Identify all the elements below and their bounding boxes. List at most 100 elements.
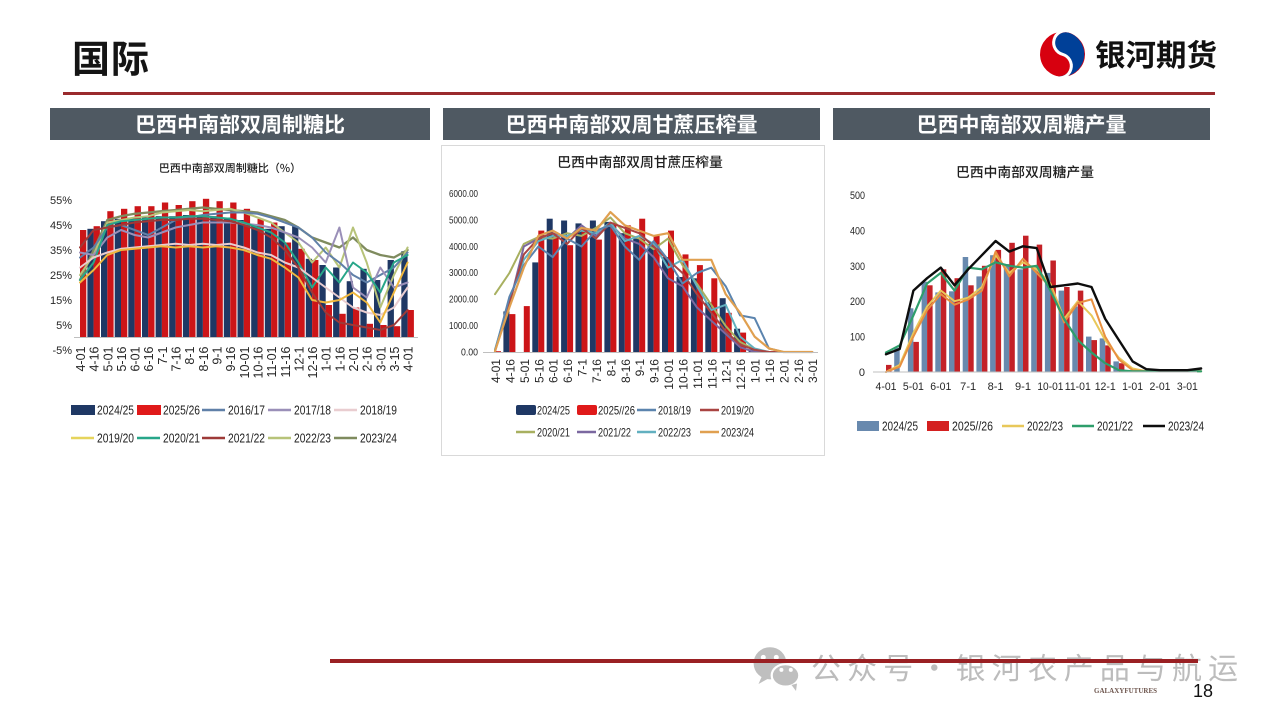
svg-text:2025//26: 2025//26 [952,420,993,434]
svg-text:2019/20: 2019/20 [97,432,134,446]
svg-text:9-16: 9-16 [224,346,238,371]
svg-text:8-16: 8-16 [197,346,211,371]
svg-text:5-01: 5-01 [518,359,532,383]
svg-text:2017/18: 2017/18 [294,404,331,418]
svg-text:1-16: 1-16 [763,359,777,383]
svg-text:2025/26: 2025/26 [163,404,200,418]
svg-text:5-16: 5-16 [532,359,546,383]
svg-text:2000.00: 2000.00 [449,294,478,306]
svg-text:1-01: 1-01 [749,359,763,383]
svg-text:2020/21: 2020/21 [163,432,200,446]
svg-text:10-01: 10-01 [1037,381,1063,393]
svg-text:6-16: 6-16 [561,359,575,383]
svg-text:9-1: 9-1 [211,346,225,364]
svg-text:4-01: 4-01 [876,381,897,393]
svg-text:6-01: 6-01 [930,381,951,393]
svg-text:2022/23: 2022/23 [294,432,331,446]
svg-text:-5%: -5% [52,345,72,357]
svg-text:9-16: 9-16 [648,359,662,383]
svg-text:3-01: 3-01 [1177,381,1198,393]
svg-text:6000.00: 6000.00 [449,188,478,200]
svg-text:5000.00: 5000.00 [449,214,478,226]
svg-text:2021/22: 2021/22 [228,432,265,446]
svg-text:2024/25: 2024/25 [882,420,918,434]
svg-text:2024/25: 2024/25 [537,404,570,418]
svg-text:12-16: 12-16 [734,359,748,390]
svg-text:2-16: 2-16 [792,359,806,383]
svg-text:5-16: 5-16 [115,346,129,371]
svg-text:7-1: 7-1 [960,381,976,393]
svg-text:15%: 15% [50,295,72,307]
svg-text:7-16: 7-16 [590,359,604,383]
svg-text:3000.00: 3000.00 [449,267,478,279]
svg-text:45%: 45% [50,220,72,232]
svg-text:4-16: 4-16 [88,346,102,371]
svg-text:6-16: 6-16 [142,346,156,371]
svg-text:1000.00: 1000.00 [449,320,478,332]
svg-text:12-16: 12-16 [306,346,320,378]
svg-text:5-01: 5-01 [101,346,115,371]
svg-text:2-01: 2-01 [347,346,361,371]
svg-text:12-1: 12-1 [720,359,734,383]
svg-text:7-1: 7-1 [156,346,170,364]
svg-text:9-1: 9-1 [633,359,647,377]
svg-text:6-01: 6-01 [547,359,561,383]
svg-text:2016/17: 2016/17 [228,404,265,418]
svg-text:12-1: 12-1 [292,346,306,371]
svg-text:6-01: 6-01 [129,346,143,371]
svg-text:2018/19: 2018/19 [658,404,691,418]
svg-text:2023/24: 2023/24 [1168,420,1204,434]
svg-text:2021/22: 2021/22 [598,426,631,440]
svg-text:11-01: 11-01 [691,359,705,389]
svg-text:35%: 35% [50,245,72,257]
svg-text:8-16: 8-16 [619,359,633,383]
svg-text:3-15: 3-15 [388,346,402,371]
svg-text:1-01: 1-01 [1122,381,1143,393]
svg-text:8-1: 8-1 [988,381,1004,393]
svg-text:12-1: 12-1 [1095,381,1116,393]
svg-text:2020/21: 2020/21 [537,426,570,440]
svg-text:2023/24: 2023/24 [360,432,397,446]
svg-text:5%: 5% [56,320,72,332]
svg-text:2023/24: 2023/24 [721,426,754,440]
svg-text:10-16: 10-16 [252,346,266,378]
svg-text:9-1: 9-1 [1015,381,1031,393]
svg-text:0: 0 [859,367,865,379]
svg-text:11-16: 11-16 [279,346,293,377]
svg-text:11-01: 11-01 [265,346,279,377]
svg-text:2019/20: 2019/20 [721,404,754,418]
svg-text:4-01: 4-01 [402,346,416,371]
svg-text:4-01: 4-01 [74,346,88,371]
svg-text:55%: 55% [50,195,72,207]
svg-text:25%: 25% [50,270,72,282]
svg-text:8-1: 8-1 [604,359,618,377]
svg-text:5-01: 5-01 [903,381,924,393]
svg-text:8-1: 8-1 [183,346,197,364]
svg-text:7-1: 7-1 [576,359,590,377]
svg-text:2025//26: 2025//26 [598,404,635,418]
svg-text:2024/25: 2024/25 [97,404,134,418]
svg-text:100: 100 [850,332,865,344]
svg-text:10-01: 10-01 [662,359,676,390]
svg-text:3-01: 3-01 [374,346,388,371]
svg-text:7-16: 7-16 [170,346,184,371]
svg-text:3-01: 3-01 [806,359,820,383]
svg-text:2-16: 2-16 [361,346,375,371]
svg-text:2022/23: 2022/23 [1027,420,1063,434]
svg-text:4-01: 4-01 [489,359,503,383]
svg-text:0.00: 0.00 [461,346,478,358]
svg-text:4-16: 4-16 [503,359,517,383]
svg-text:2022/23: 2022/23 [658,426,691,440]
svg-text:4000.00: 4000.00 [449,241,478,253]
svg-text:500: 500 [850,190,865,202]
svg-text:11-01: 11-01 [1065,381,1091,393]
svg-text:300: 300 [850,261,865,273]
svg-text:2018/19: 2018/19 [360,404,397,418]
svg-text:11-16: 11-16 [705,359,719,389]
svg-text:400: 400 [850,225,865,237]
svg-text:10-16: 10-16 [677,359,691,390]
svg-text:200: 200 [850,296,865,308]
svg-text:2-01: 2-01 [1150,381,1171,393]
svg-text:1-16: 1-16 [333,346,347,371]
svg-text:10-01: 10-01 [238,346,252,378]
